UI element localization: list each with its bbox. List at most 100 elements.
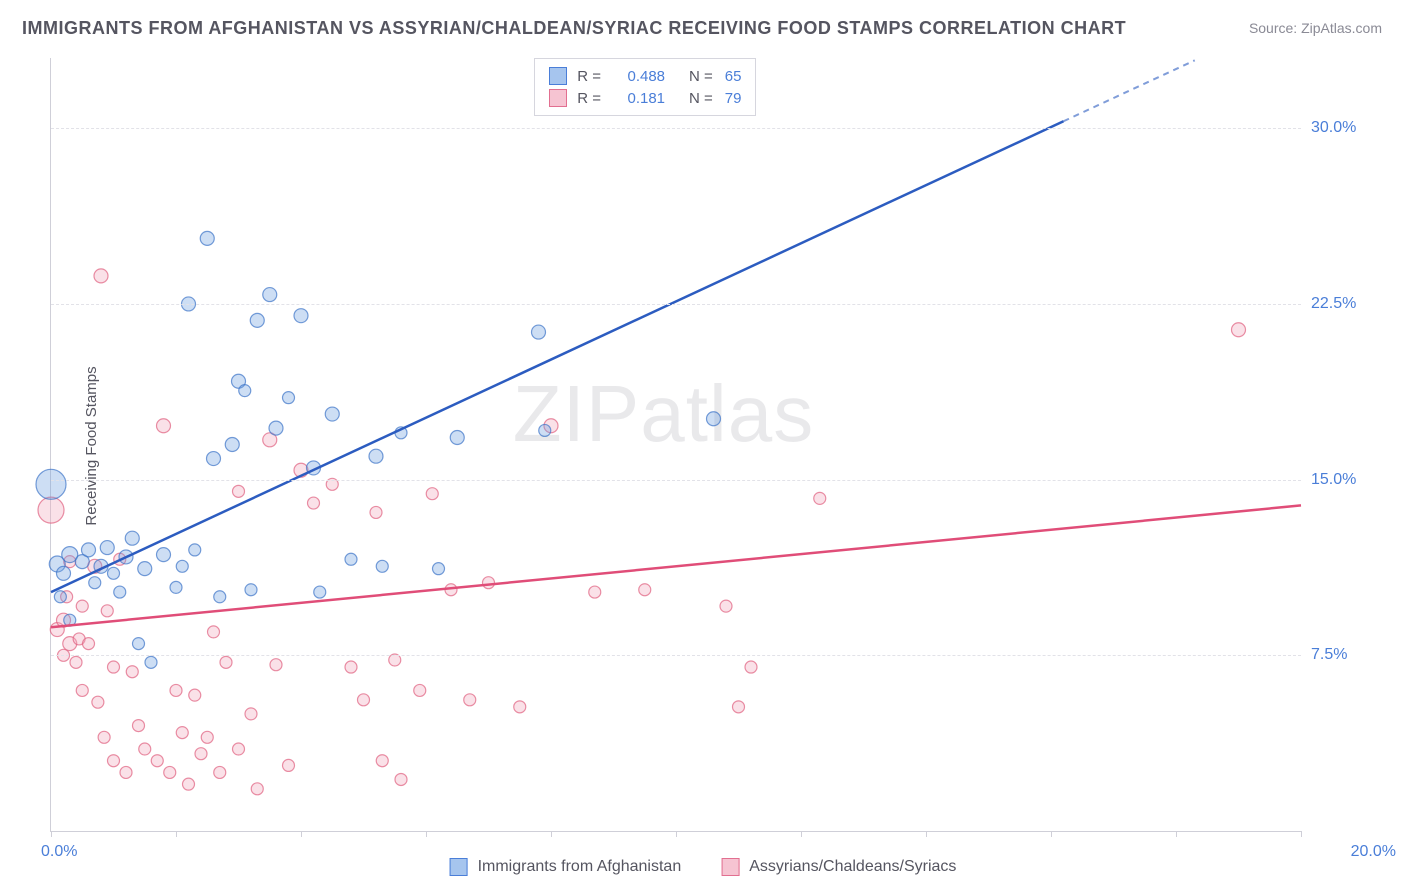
- data-point: [532, 325, 546, 339]
- chart-area: ZIPatlas 0.0% 20.0% 7.5%15.0%22.5%30.0%: [50, 58, 1301, 832]
- x-tick-mark: [676, 831, 677, 837]
- data-point: [176, 560, 188, 572]
- data-point: [395, 773, 407, 785]
- stats-legend: R = 0.488 N = 65 R = 0.181 N = 79: [534, 58, 756, 116]
- data-point: [1232, 323, 1246, 337]
- data-point: [151, 755, 163, 767]
- data-point: [251, 783, 263, 795]
- data-point: [195, 748, 207, 760]
- data-point: [100, 541, 114, 555]
- legend-swatch: [450, 858, 468, 876]
- gridline: [51, 304, 1301, 305]
- legend-n-value: 79: [725, 90, 742, 107]
- data-point: [433, 563, 445, 575]
- data-point: [245, 708, 257, 720]
- data-point: [36, 469, 66, 499]
- data-point: [139, 743, 151, 755]
- data-point: [108, 661, 120, 673]
- data-point: [176, 727, 188, 739]
- data-point: [138, 562, 152, 576]
- x-tick-mark: [51, 831, 52, 837]
- data-point: [207, 452, 221, 466]
- y-tick-label: 7.5%: [1311, 646, 1396, 664]
- series-legend-label: Immigrants from Afghanistan: [478, 858, 682, 876]
- data-point: [639, 584, 651, 596]
- data-point: [239, 385, 251, 397]
- data-point: [245, 584, 257, 596]
- data-point: [720, 600, 732, 612]
- data-point: [164, 766, 176, 778]
- data-point: [120, 766, 132, 778]
- x-tick-mark: [1051, 831, 1052, 837]
- gridline: [51, 128, 1301, 129]
- data-point: [345, 661, 357, 673]
- data-point: [233, 743, 245, 755]
- data-point: [283, 392, 295, 404]
- legend-r-value: 0.488: [613, 68, 665, 85]
- y-tick-label: 22.5%: [1311, 295, 1396, 313]
- chart-title: IMMIGRANTS FROM AFGHANISTAN VS ASSYRIAN/…: [22, 18, 1126, 39]
- legend-swatch: [721, 858, 739, 876]
- data-point: [38, 497, 64, 523]
- data-point: [589, 586, 601, 598]
- legend-n-label: N =: [689, 90, 713, 107]
- data-point: [170, 581, 182, 593]
- data-point: [94, 269, 108, 283]
- data-point: [414, 684, 426, 696]
- data-point: [369, 449, 383, 463]
- data-point: [283, 759, 295, 771]
- x-tick-mark: [426, 831, 427, 837]
- data-point: [269, 421, 283, 435]
- legend-n-value: 65: [725, 68, 742, 85]
- data-point: [54, 591, 66, 603]
- data-point: [125, 531, 139, 545]
- data-point: [76, 600, 88, 612]
- data-point: [294, 309, 308, 323]
- data-point: [325, 407, 339, 421]
- data-point: [189, 689, 201, 701]
- trend-line: [51, 505, 1301, 627]
- legend-r-label: R =: [577, 90, 601, 107]
- data-point: [183, 778, 195, 790]
- data-point: [89, 577, 101, 589]
- data-point: [270, 659, 282, 671]
- data-point: [250, 313, 264, 327]
- data-point: [314, 586, 326, 598]
- gridline: [51, 480, 1301, 481]
- data-point: [82, 543, 96, 557]
- data-point: [345, 553, 357, 565]
- data-point: [157, 548, 171, 562]
- data-point: [733, 701, 745, 713]
- data-point: [133, 638, 145, 650]
- x-tick-mark: [301, 831, 302, 837]
- data-point: [133, 720, 145, 732]
- series-legend: Immigrants from Afghanistan Assyrians/Cha…: [450, 858, 957, 876]
- x-tick-mark: [801, 831, 802, 837]
- y-tick-label: 30.0%: [1311, 119, 1396, 137]
- data-point: [263, 288, 277, 302]
- x-axis-max: 20.0%: [1351, 843, 1396, 861]
- x-tick-mark: [551, 831, 552, 837]
- data-point: [108, 755, 120, 767]
- data-point: [814, 492, 826, 504]
- series-legend-item: Immigrants from Afghanistan: [450, 858, 682, 876]
- data-point: [376, 755, 388, 767]
- series-legend-label: Assyrians/Chaldeans/Syriacs: [749, 858, 956, 876]
- legend-n-label: N =: [689, 68, 713, 85]
- data-point: [126, 666, 138, 678]
- legend-swatch: [549, 67, 567, 85]
- data-point: [108, 567, 120, 579]
- scatter-plot: [51, 58, 1301, 831]
- data-point: [514, 701, 526, 713]
- trend-line: [51, 121, 1064, 592]
- data-point: [707, 412, 721, 426]
- stats-legend-row: R = 0.181 N = 79: [549, 87, 741, 109]
- x-tick-mark: [176, 831, 177, 837]
- data-point: [539, 424, 551, 436]
- stats-legend-row: R = 0.488 N = 65: [549, 65, 741, 87]
- legend-r-value: 0.181: [613, 90, 665, 107]
- data-point: [208, 626, 220, 638]
- x-axis-min: 0.0%: [41, 843, 77, 861]
- data-point: [308, 497, 320, 509]
- legend-r-label: R =: [577, 68, 601, 85]
